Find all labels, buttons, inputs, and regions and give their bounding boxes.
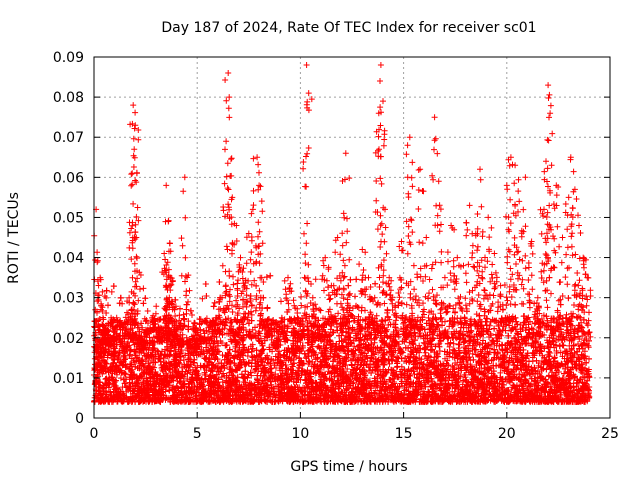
data-point xyxy=(446,343,453,350)
data-point xyxy=(457,304,464,311)
data-point xyxy=(360,267,367,273)
data-point xyxy=(260,279,267,285)
data-point xyxy=(316,306,323,313)
data-point xyxy=(199,295,206,302)
data-point xyxy=(140,285,147,292)
data-point xyxy=(469,350,476,357)
data-point xyxy=(312,276,319,283)
data-point xyxy=(137,272,144,278)
data-point xyxy=(503,294,510,301)
data-point xyxy=(303,354,309,361)
data-point xyxy=(153,303,160,310)
data-point xyxy=(571,302,577,308)
data-point xyxy=(420,300,426,307)
scatter-points xyxy=(91,62,594,405)
data-point xyxy=(144,308,151,314)
data-point xyxy=(129,366,136,373)
data-point xyxy=(352,293,358,300)
data-point xyxy=(186,287,193,294)
data-point xyxy=(422,349,429,356)
data-point xyxy=(108,288,115,295)
data-point xyxy=(444,282,451,289)
data-point xyxy=(416,342,423,349)
data-point xyxy=(176,312,183,319)
data-point xyxy=(245,320,252,327)
data-point xyxy=(486,322,493,329)
data-point xyxy=(438,314,445,321)
data-point xyxy=(450,340,457,347)
data-point xyxy=(290,297,297,304)
data-point xyxy=(137,286,143,293)
chart-title: Day 187 of 2024, Rate Of TEC Index for r… xyxy=(161,20,536,36)
